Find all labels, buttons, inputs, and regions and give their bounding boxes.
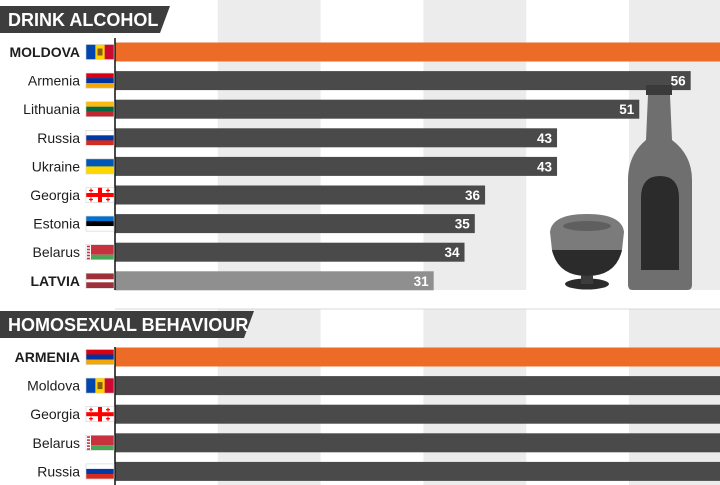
grid-band xyxy=(423,309,527,485)
data-label: 35 xyxy=(455,217,471,232)
estonia-flag xyxy=(85,215,115,232)
category-label: LATVIA xyxy=(30,273,80,289)
data-label: 51 xyxy=(619,102,635,117)
bar-row: Moldova91 xyxy=(27,376,720,396)
ukraine-flag xyxy=(85,158,115,175)
bar-row: LATVIA 31 xyxy=(30,271,434,291)
armenia-flag xyxy=(85,349,115,365)
chart-section-1: DRINK ALCOHOL MOLDOVA62% Armenia 56 Lithuani… xyxy=(0,0,720,291)
moldova-flag xyxy=(85,44,115,60)
armenia-flag xyxy=(85,72,115,89)
category-label: Georgia xyxy=(30,406,80,422)
section-header-bg xyxy=(0,6,170,33)
georgia-flag xyxy=(85,187,115,203)
bar-row: ARMENIA98% xyxy=(15,347,720,367)
data-label: 36 xyxy=(465,188,481,203)
bar xyxy=(115,404,720,424)
bar xyxy=(115,376,720,396)
grid-band xyxy=(629,309,720,485)
bar-row: Estonia 35 xyxy=(33,214,475,234)
bar xyxy=(115,185,486,205)
russia-flag xyxy=(85,463,115,480)
bar-row: Georgia90 xyxy=(30,404,720,424)
category-label: Armenia xyxy=(28,73,80,89)
latvia-flag xyxy=(85,272,115,289)
category-label: Ukraine xyxy=(32,158,80,174)
category-label: Russia xyxy=(37,463,80,479)
lithuania-flag xyxy=(85,101,115,117)
section-header-bg xyxy=(0,311,254,338)
category-label: Belarus xyxy=(33,244,80,260)
georgia-flag xyxy=(85,406,115,423)
data-label: 43 xyxy=(537,159,553,174)
category-label: Estonia xyxy=(33,216,80,232)
bar-row: Lithuania 51 xyxy=(23,99,640,119)
moldova-flag xyxy=(85,377,115,394)
bar xyxy=(115,99,640,119)
bar-row: Georgia 36 xyxy=(30,185,486,205)
bar-row: Armenia 56 xyxy=(28,71,691,91)
bottle-icon xyxy=(628,85,692,290)
category-label: MOLDOVA xyxy=(9,44,80,60)
data-label: 56 xyxy=(671,74,687,89)
bar xyxy=(115,242,465,262)
bar-row: Russia 43 xyxy=(37,128,558,148)
section-title: DRINK ALCOHOL xyxy=(8,10,158,30)
category-label: Russia xyxy=(37,130,80,146)
category-label: Moldova xyxy=(27,378,80,394)
bar xyxy=(115,71,691,91)
chart-section-2: HOMOSEXUAL BEHAVIOUR ARMENIA98% Moldova91 G… xyxy=(0,308,720,485)
bar xyxy=(115,128,558,148)
grid-band xyxy=(217,309,321,485)
bar xyxy=(115,347,720,367)
belarus-flag xyxy=(85,434,115,451)
category-label: Georgia xyxy=(30,187,80,203)
data-label: 43 xyxy=(537,131,553,146)
bar-row: Russia85 xyxy=(37,461,720,481)
category-label: ARMENIA xyxy=(15,349,80,365)
glass-icon xyxy=(550,214,624,290)
bar xyxy=(115,461,720,481)
category-label: Belarus xyxy=(33,435,80,451)
bar-row: MOLDOVA62% xyxy=(9,42,720,62)
section-title: HOMOSEXUAL BEHAVIOUR xyxy=(8,315,248,335)
data-label: 31 xyxy=(414,274,430,289)
category-label: Lithuania xyxy=(23,101,80,117)
russia-flag xyxy=(85,130,115,146)
bar-row: Ukraine 43 xyxy=(32,156,558,176)
bar-row: Belarus 34 xyxy=(33,242,465,262)
bar xyxy=(115,42,720,62)
bar xyxy=(115,156,558,176)
bar xyxy=(115,433,720,453)
data-label: 34 xyxy=(444,245,460,260)
bar xyxy=(115,271,434,291)
belarus-flag xyxy=(85,244,115,260)
bar xyxy=(115,214,475,234)
bar-row: Belarus85 xyxy=(33,433,720,453)
